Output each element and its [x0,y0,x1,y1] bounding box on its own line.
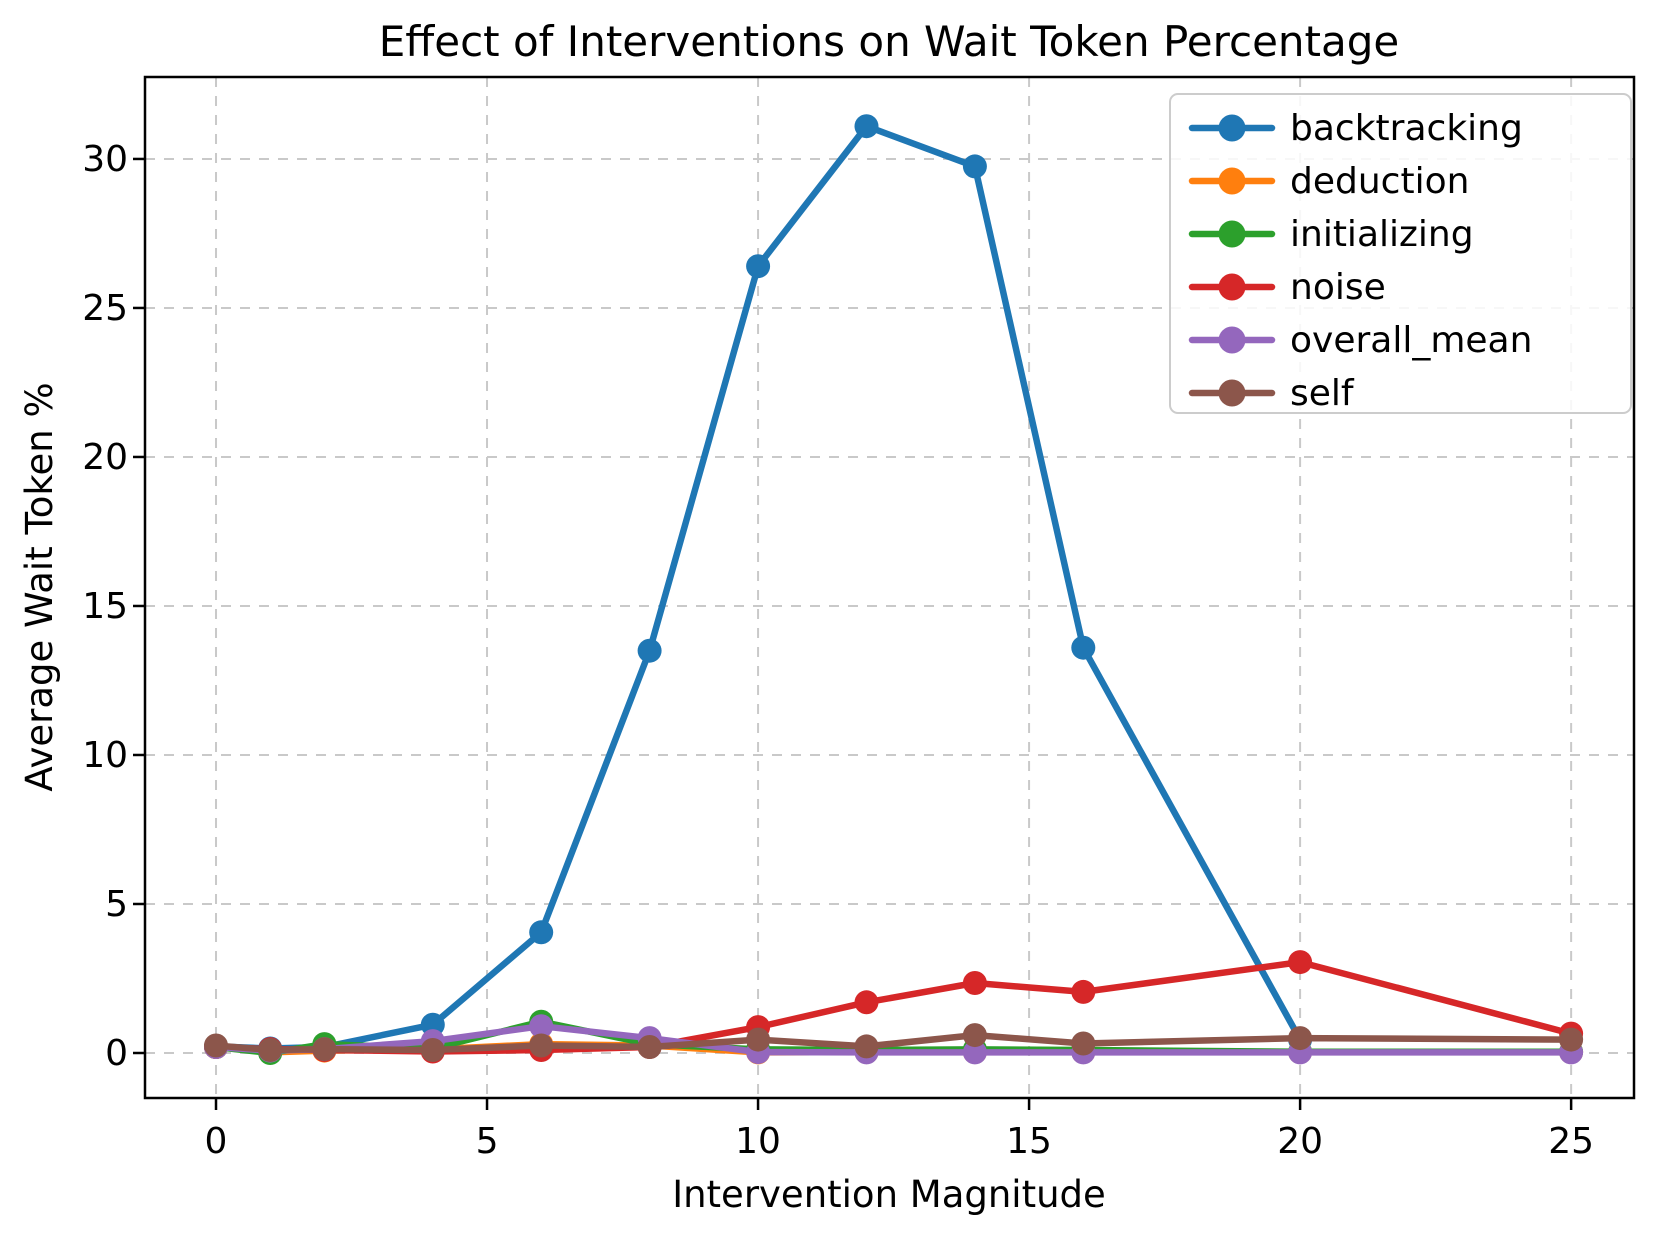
marker-self-x4 [420,1038,445,1062]
marker-self-x1 [258,1038,283,1062]
legend-marker-noise [1218,273,1246,301]
legend-item-overall_mean: overall_mean [1188,320,1532,361]
marker-noise-x12 [854,990,879,1015]
marker-self-x16 [1071,1031,1096,1056]
marker-backtracking-x6 [529,920,554,945]
marker-backtracking-x8 [637,638,662,663]
legend-label-backtracking: backtracking [1290,108,1523,149]
marker-self-x6 [529,1033,554,1058]
marker-self-x14 [962,1023,987,1048]
marker-backtracking-x4 [420,1012,445,1037]
marker-noise-x20 [1288,950,1313,975]
legend-item-backtracking: backtracking [1188,108,1523,149]
legend: backtracking deduction initializing noise ov… [1169,93,1632,414]
tick-label-y-15: 15 [82,586,128,627]
legend-box [1169,93,1632,414]
marker-self-x8 [637,1035,662,1059]
y-axis-label: Average Wait Token % [18,382,61,791]
tick-label-y-25: 25 [82,288,128,329]
marker-noise-x14 [962,971,987,995]
tick-label-x-25: 25 [1548,1121,1594,1162]
marker-self-x0 [204,1033,228,1058]
legend-label-noise: noise [1290,267,1386,308]
axes-layer: 0 5 10 15 20 25 0 5 10 15 20 25 30 [82,75,1636,1162]
marker-self-x25 [1559,1027,1584,1052]
marker-backtracking-x12 [854,114,879,139]
legend-label-self: self [1290,373,1355,414]
legend-label-initializing: initializing [1290,214,1474,255]
tick-label-y-5: 5 [105,884,128,925]
axes-box [143,75,1636,1100]
marker-self-x2 [312,1037,337,1062]
tick-label-y-30: 30 [82,139,128,180]
marker-overall_mean-x6 [529,1014,554,1039]
tick-label-x-0: 0 [205,1121,228,1162]
legend-item-initializing: initializing [1188,214,1474,255]
tick-label-x-20: 20 [1277,1121,1323,1162]
tick-label-x-10: 10 [735,1121,781,1162]
marker-self-x12 [854,1034,879,1059]
marker-self-x10 [746,1027,771,1052]
legend-marker-self [1218,379,1246,407]
legend-marker-backtracking [1218,114,1246,142]
tick-label-y-20: 20 [82,437,128,478]
tick-label-x-5: 5 [476,1121,499,1162]
grid-layer [145,77,1634,1098]
marker-backtracking-x16 [1071,635,1096,660]
legend-item-noise: noise [1188,267,1386,308]
marker-noise-x16 [1071,979,1096,1004]
chart-title: Effect of Interventions on Wait Token Pe… [379,17,1400,66]
marker-backtracking-x10 [746,254,771,279]
legend-marker-initializing [1218,220,1246,248]
legend-label-deduction: deduction [1290,161,1469,202]
marker-backtracking-x14 [962,154,987,179]
legend-item-deduction: deduction [1188,161,1469,202]
legend-marker-deduction [1218,167,1246,195]
tick-label-y-0: 0 [105,1033,128,1074]
legend-item-self: self [1188,373,1355,414]
legend-label-overall_mean: overall_mean [1290,320,1532,361]
series-layer [204,114,1584,1065]
tick-label-y-10: 10 [82,735,128,776]
marker-overall_mean-x14 [962,1040,987,1065]
legend-marker-overall_mean [1218,326,1246,354]
marker-self-x20 [1288,1026,1313,1051]
x-axis-label: Intervention Magnitude [672,1173,1106,1216]
tick-label-x-15: 15 [1006,1121,1052,1162]
